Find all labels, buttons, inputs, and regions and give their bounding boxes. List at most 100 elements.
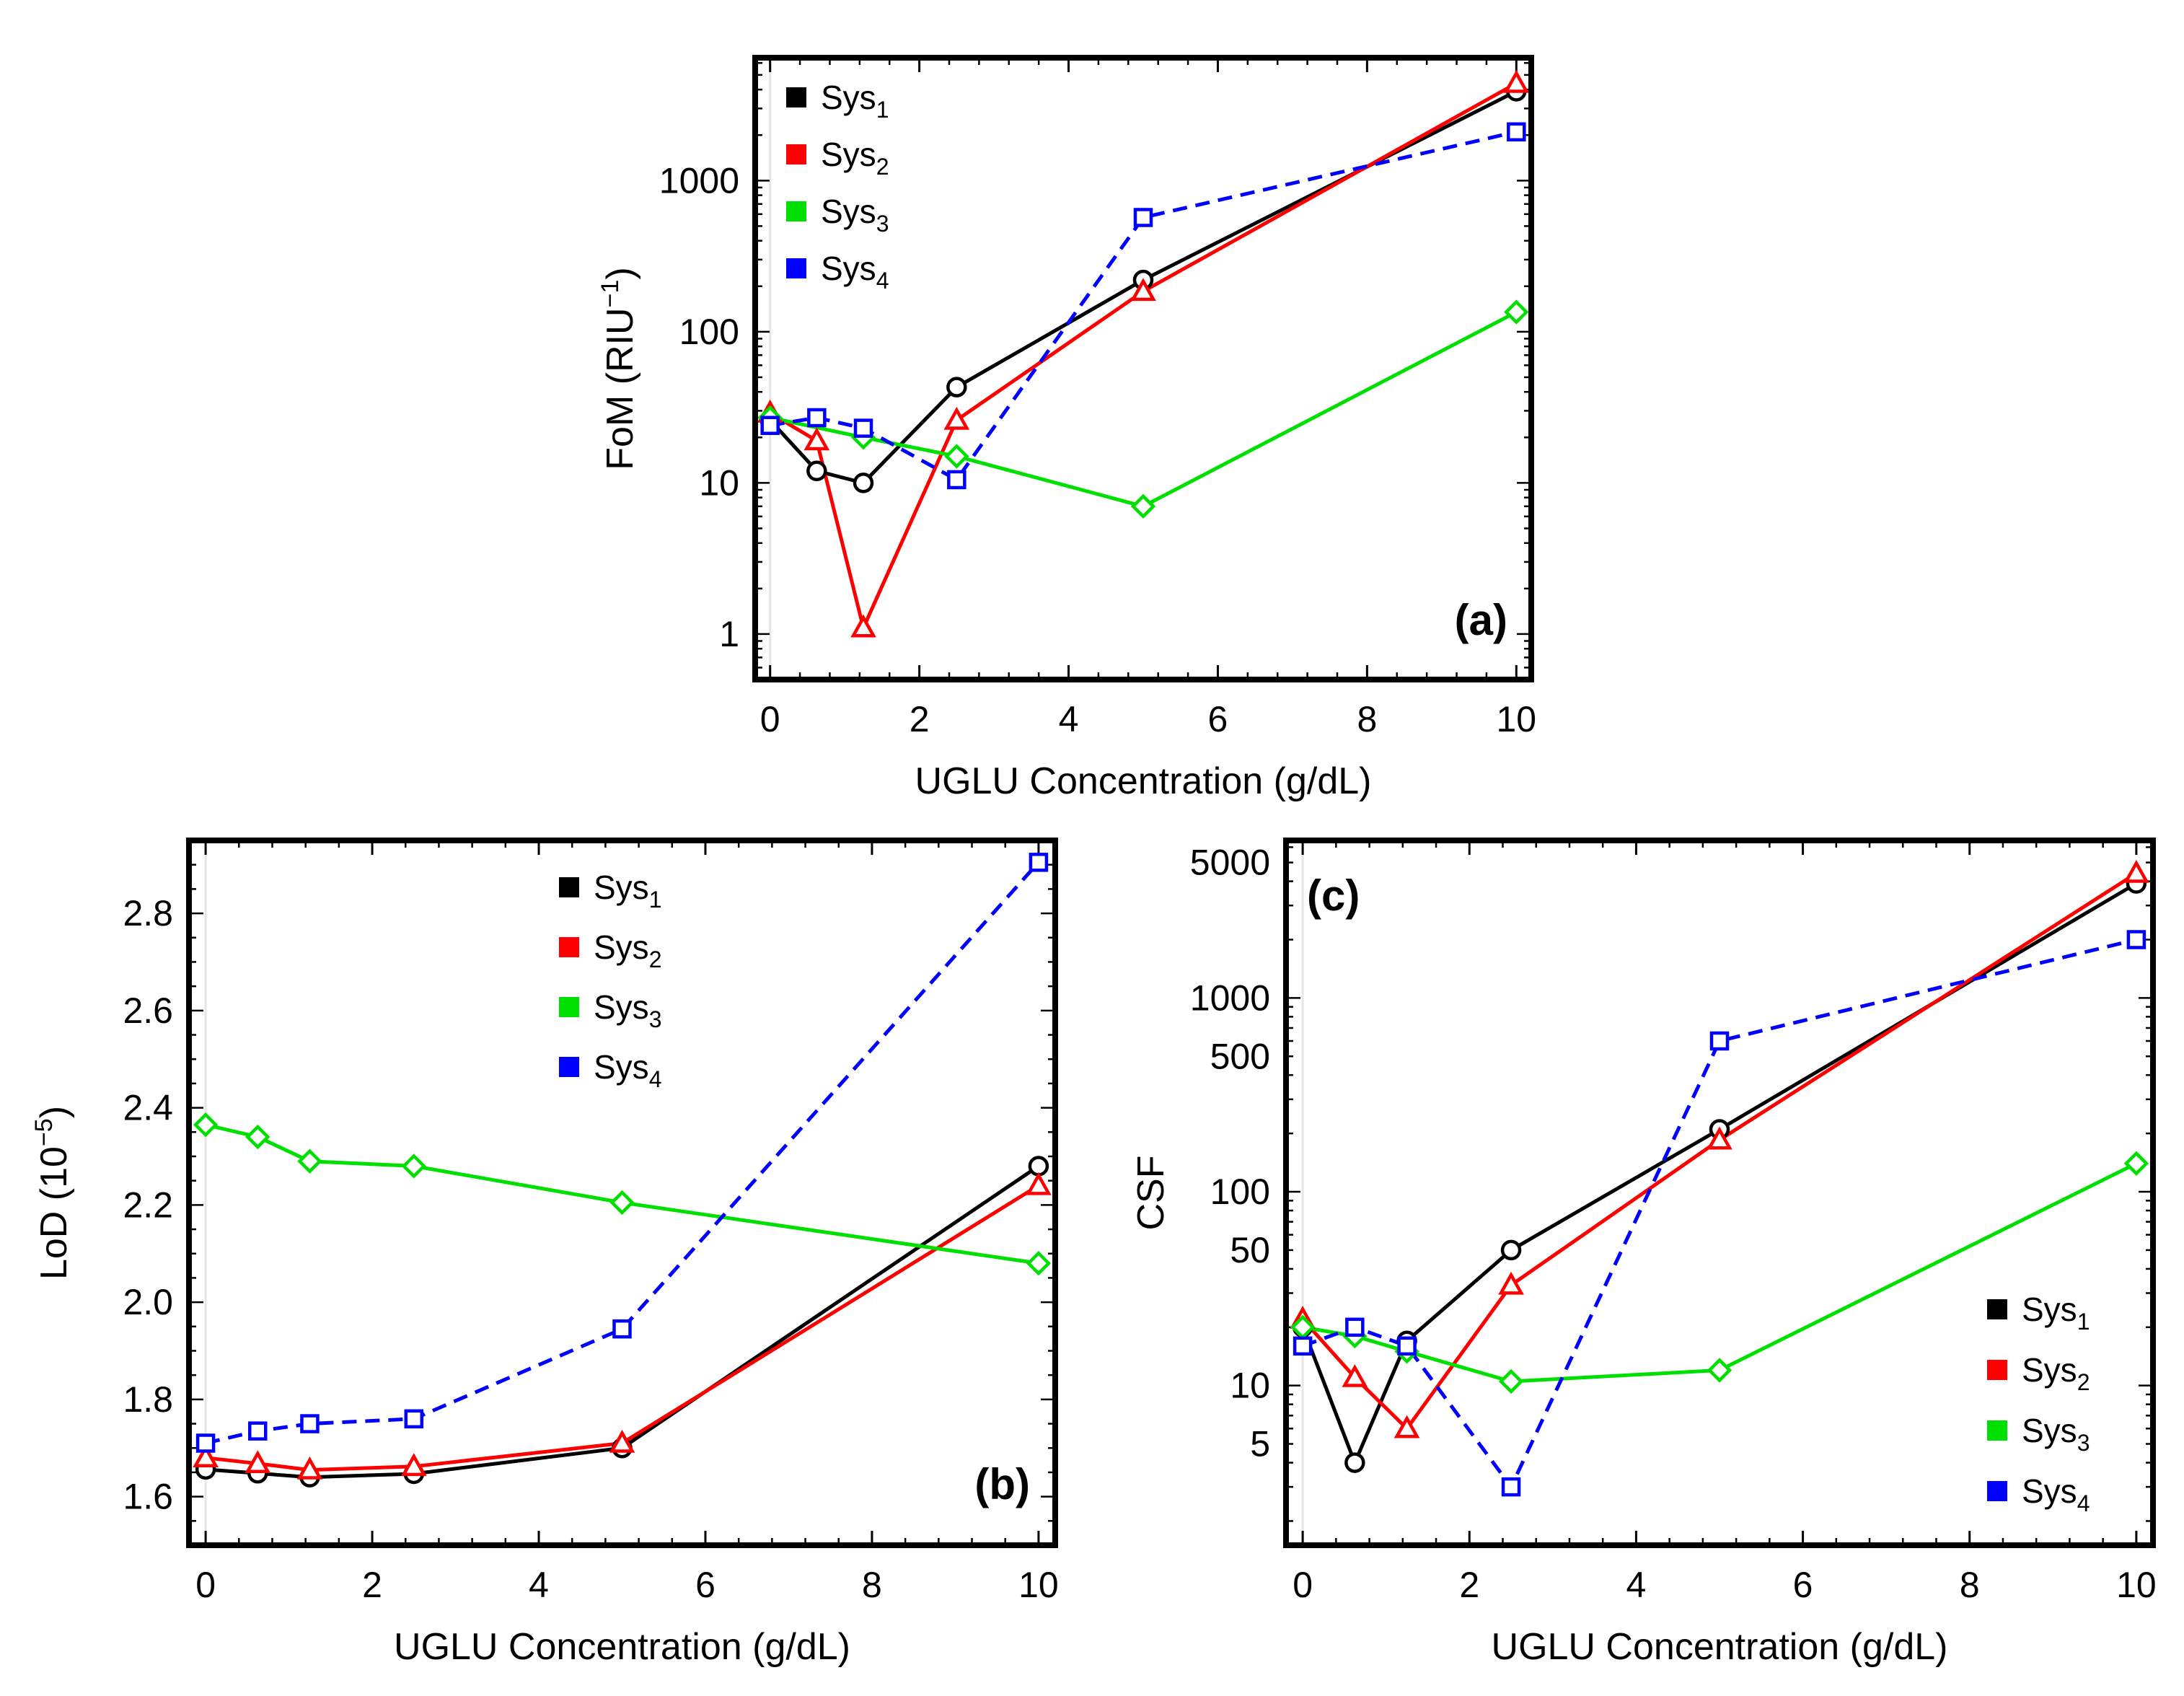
legend-swatch-sys3 <box>786 201 806 221</box>
data-point-sys4 <box>947 470 966 490</box>
legend-label-sys4: Sys4 <box>821 250 889 294</box>
y-tick-label: 2.2 <box>123 1185 173 1225</box>
data-point-sys1 <box>806 460 827 482</box>
y-axis-label-sup: −5 <box>30 1118 58 1146</box>
x-tick-label: 8 <box>862 1565 882 1605</box>
y-tick-label: 5 <box>1250 1424 1270 1464</box>
data-point-sys2 <box>1130 278 1156 302</box>
data-point-sys2 <box>245 1450 271 1474</box>
legend-label-sys2: Sys2 <box>594 928 661 972</box>
y-tick-label: 100 <box>679 312 739 352</box>
series-line-sys1 <box>1300 882 2138 1465</box>
y-tick-label: 50 <box>1230 1230 1270 1270</box>
y-tick-label: 2.0 <box>123 1282 173 1322</box>
data-point-sys4 <box>2126 930 2146 949</box>
x-tick-label: 0 <box>760 699 780 739</box>
data-point-sys4 <box>1501 1477 1521 1497</box>
data-point-sys4 <box>1397 1336 1417 1356</box>
y-tick-label: 500 <box>1210 1036 1270 1076</box>
x-tick-label: 2 <box>1459 1565 1479 1605</box>
data-point-sys4 <box>807 408 827 428</box>
y-axis-label-main: CSF <box>1130 1156 1172 1231</box>
x-axis-label: UGLU Concentration (g/dL) <box>1492 1626 1948 1668</box>
data-point-sys4 <box>1133 208 1153 227</box>
data-point-sys2 <box>400 1453 427 1477</box>
data-point-sys3 <box>1026 1251 1052 1276</box>
legend-swatch-sys3 <box>1987 1420 2007 1441</box>
series-line-sys4 <box>770 130 1517 482</box>
panel-label: (a) <box>1455 596 1507 644</box>
x-tick-label: 6 <box>1793 1565 1813 1605</box>
legend-label-sys4: Sys4 <box>594 1048 661 1092</box>
data-point-sys3 <box>1130 493 1156 519</box>
y-axis-label-end: ) <box>33 1106 75 1118</box>
y-tick-label: 10 <box>1230 1366 1270 1406</box>
y-axis-label-end: ) <box>599 267 641 279</box>
data-point-sys1 <box>946 377 967 397</box>
legend-swatch-sys4 <box>786 258 806 278</box>
data-point-sys2 <box>1026 1172 1052 1195</box>
y-tick-label: 2.6 <box>123 990 173 1031</box>
panel-a-fom: 0 2 4 6 8 10 1 10 100 1000 UGLU Concentration (g/d… <box>596 55 1536 802</box>
series-line-sys2 <box>205 1184 1040 1472</box>
data-point-sys3 <box>2123 1151 2149 1176</box>
legend-label-sys2: Sys2 <box>821 136 889 180</box>
x-tick-label: 0 <box>1293 1565 1313 1605</box>
legend-swatch-sys4 <box>559 1057 579 1077</box>
data-point-sys2 <box>2123 859 2149 883</box>
panel-label: (b) <box>974 1460 1030 1508</box>
x-tick-label: 10 <box>1018 1565 1059 1605</box>
legend-swatch-sys2 <box>1987 1360 2007 1380</box>
plot-frame <box>186 838 1058 1548</box>
legend-swatch-sys2 <box>786 144 806 164</box>
y-tick-label: 1000 <box>1190 977 1270 1018</box>
data-point-sys3 <box>297 1148 322 1174</box>
y-tick-label: 1.8 <box>123 1379 173 1420</box>
data-point-sys2 <box>1342 1363 1368 1387</box>
legend-label-sys4: Sys4 <box>2022 1472 2090 1516</box>
plot-frame <box>752 55 1534 682</box>
legend-swatch-sys1 <box>1987 1299 2007 1319</box>
data-point-sys4 <box>612 1319 632 1339</box>
series-line-sys4 <box>205 861 1040 1445</box>
legend-label-sys1: Sys1 <box>594 869 661 913</box>
data-point-sys4 <box>760 416 780 435</box>
x-axis-label: UGLU Concentration (g/dL) <box>915 760 1372 802</box>
y-tick-label: 2.8 <box>123 893 173 933</box>
data-point-sys4 <box>300 1414 320 1433</box>
legend-swatch-sys3 <box>559 997 579 1017</box>
data-point-sys2 <box>1503 69 1530 93</box>
y-axis-label-main: FoM (RIU <box>599 307 641 470</box>
x-tick-label: 10 <box>2116 1565 2157 1605</box>
x-tick-label: 2 <box>910 699 930 739</box>
data-point-sys2 <box>1498 1271 1524 1295</box>
x-tick-label: 8 <box>1357 699 1377 739</box>
panel-b-lod: 0 2 4 6 8 10 1.6 1.8 2.0 2.2 2.4 2.6 2.8 UGLU Concent… <box>30 838 1059 1668</box>
data-point-sys3 <box>1707 1358 1732 1383</box>
panel-label: (c) <box>1307 871 1360 920</box>
data-point-sys2 <box>609 1429 635 1453</box>
series-line-sys2 <box>1301 871 2138 1431</box>
y-axis-label: CSF <box>1130 1156 1172 1231</box>
data-point-sys2 <box>803 427 830 451</box>
x-tick-label: 8 <box>1960 1565 1980 1605</box>
data-point-sys4 <box>248 1421 268 1441</box>
data-point-sys4 <box>1029 853 1049 872</box>
data-point-sys4 <box>1709 1031 1730 1051</box>
y-tick-label: 1 <box>719 614 739 654</box>
x-tick-label: 0 <box>195 1565 216 1605</box>
data-point-sys3 <box>401 1154 426 1179</box>
y-tick-label: 100 <box>1210 1172 1270 1212</box>
series-line-sys2 <box>769 82 1518 630</box>
legend-swatch-sys4 <box>1987 1481 2007 1501</box>
data-point-sys2 <box>1393 1415 1420 1438</box>
data-point-sys2 <box>850 614 876 638</box>
data-point-sys3 <box>1504 299 1529 325</box>
legend-label-sys1: Sys1 <box>821 79 889 123</box>
data-point-sys4 <box>853 418 873 438</box>
x-tick-label: 4 <box>529 1565 549 1605</box>
data-point-sys4 <box>1345 1317 1365 1337</box>
y-tick-label: 2.4 <box>123 1088 173 1128</box>
data-point-sys3 <box>944 444 969 469</box>
